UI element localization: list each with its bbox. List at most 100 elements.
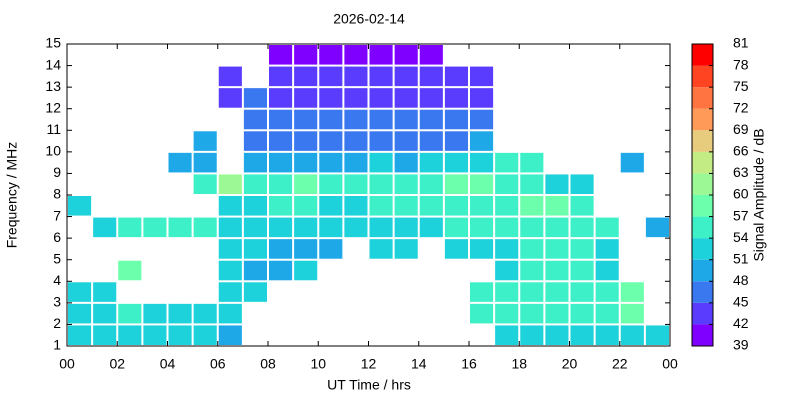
cell [269,109,293,130]
cell [419,174,443,194]
y-tick-label: 9 [53,164,61,180]
cell [520,196,544,216]
cell [545,282,569,302]
cell [118,260,142,281]
cell [218,196,242,216]
colorbar-band [692,130,713,152]
cell [143,325,167,345]
cell [419,131,443,151]
colorbar-band [692,281,713,303]
colorbar-tick-label: 66 [733,143,749,159]
cell [444,239,468,259]
cell [294,88,318,108]
colorbar-band [692,173,713,195]
cell [344,131,368,151]
cell [545,239,569,259]
cell [369,88,393,108]
cell [369,217,393,238]
colorbar-tick-label: 81 [733,35,749,51]
colorbar-label: Signal Amplitude / dB [751,128,767,261]
colorbar-tick-label: 69 [733,121,749,137]
cell [470,109,494,130]
cell [319,131,343,151]
cell [93,325,117,345]
y-tick-label: 11 [46,121,61,137]
colorbar-tick-label: 75 [733,78,749,94]
chart-title: 2026-02-14 [333,11,405,27]
cell [495,239,519,259]
y-tick-label: 1 [53,337,61,353]
cell [294,45,318,65]
cell [620,282,644,302]
cell [545,325,569,345]
colorbar-tick-label: 72 [733,99,749,115]
colorbar-band [692,151,713,174]
colorbar-band [692,302,713,325]
x-axis-label: UT Time / hrs [327,377,411,393]
cell [570,282,594,302]
cell [595,217,619,238]
cell [369,239,393,259]
cell [520,303,544,324]
cell [545,174,569,194]
cell [570,217,594,238]
cell [394,174,418,194]
cell [294,66,318,87]
cell [470,174,494,194]
colorbar-band [692,108,713,131]
colorbar-band [692,44,713,66]
cell [419,217,443,238]
cell [168,217,192,238]
x-tick-label: 00 [662,356,678,372]
cell [319,88,343,108]
colorbar-band [692,216,713,239]
cell [595,282,619,302]
y-tick-label: 13 [45,78,61,94]
cell [269,239,293,259]
cell [294,239,318,259]
cell [520,239,544,259]
cell [470,282,494,302]
cell [595,239,619,259]
cell [470,196,494,216]
cell [193,303,217,324]
cell [294,196,318,216]
cell [193,152,217,173]
cell [570,325,594,345]
cell [620,325,644,345]
cell [520,152,544,173]
cell [419,88,443,108]
colorbar-tick-label: 57 [733,207,749,223]
y-tick-label: 5 [53,250,61,266]
colorbar-band [692,87,713,109]
cell [93,217,117,238]
colorbar-tick-label: 60 [733,186,749,202]
cell [344,174,368,194]
y-tick-label: 2 [53,315,61,331]
cell [344,66,368,87]
cell [118,325,142,345]
cell [570,260,594,281]
cell [570,174,594,194]
cell [344,45,368,65]
cell [394,45,418,65]
cell [470,152,494,173]
cell [620,152,644,173]
cell [243,131,267,151]
cell [269,152,293,173]
cell [394,109,418,130]
x-tick-label: 00 [59,356,75,372]
cell [218,260,242,281]
cell [394,217,418,238]
x-tick-label: 10 [310,356,326,372]
cell [344,196,368,216]
cell [93,282,117,302]
cell [319,174,343,194]
cell [118,303,142,324]
cell [470,239,494,259]
x-tick-label: 18 [511,356,527,372]
cell [319,196,343,216]
y-axis-label: Frequency / MHz [4,142,20,249]
cell [470,88,494,108]
cell [419,66,443,87]
